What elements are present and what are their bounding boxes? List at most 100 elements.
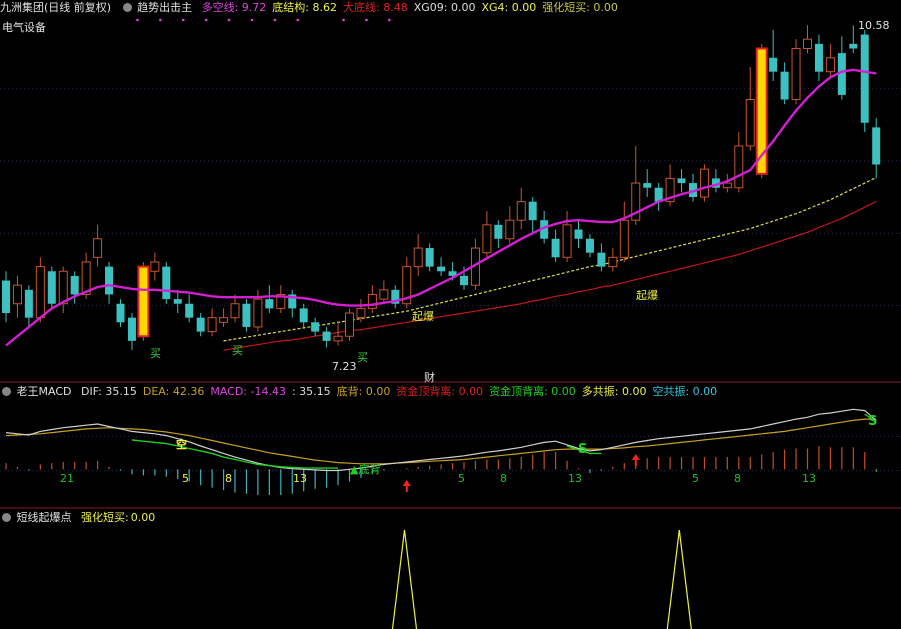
signal-dot bbox=[365, 18, 368, 22]
candle-up bbox=[58, 270, 68, 305]
signal-indicator-name[interactable]: 短线起爆点 bbox=[16, 511, 72, 524]
candle-down bbox=[689, 183, 697, 197]
signal-pane[interactable]: 短线起爆点 强化短买: 0.00 bbox=[0, 510, 901, 629]
red-arrow bbox=[631, 454, 640, 466]
high-price-label: 10.58 bbox=[858, 19, 890, 32]
low-price-label: 7.23 bbox=[332, 360, 357, 373]
macd-header: 老王MACD DIF: 35.15 DEA: 42.36 MACD: -14.43:… bbox=[0, 384, 729, 400]
candle-up bbox=[356, 307, 366, 319]
signal-chart[interactable] bbox=[0, 510, 901, 629]
candle-down bbox=[299, 308, 308, 323]
main-chart-pane[interactable]: 九洲集团(日线 前复权) 趋势出击主 多空线: 9.72 底结构: 8.62 大底线… bbox=[0, 0, 901, 384]
candle-down bbox=[185, 303, 194, 318]
candle-up bbox=[81, 261, 91, 295]
signal-dot bbox=[227, 18, 231, 22]
candle-down bbox=[265, 299, 274, 309]
candle-up bbox=[699, 168, 709, 198]
candle-down bbox=[24, 289, 33, 318]
candle-down bbox=[460, 275, 468, 286]
candle-down bbox=[116, 303, 125, 323]
signal-dot bbox=[273, 18, 277, 22]
candle-up bbox=[253, 298, 263, 328]
settings-icon[interactable] bbox=[2, 513, 11, 522]
settings-icon[interactable] bbox=[122, 3, 132, 12]
candle-down bbox=[425, 248, 434, 267]
candle-down bbox=[849, 43, 858, 49]
count-5a: 5 bbox=[182, 472, 189, 485]
signal-dot bbox=[250, 18, 254, 22]
candle-up bbox=[482, 224, 492, 254]
red-arrow bbox=[402, 480, 411, 492]
candle-down bbox=[814, 43, 823, 72]
macd-pane[interactable]: 老王MACD DIF: 35.15 DEA: 42.36 MACD: -14.43:… bbox=[0, 384, 901, 509]
stock-title[interactable]: 九洲集团(日线 前复权) bbox=[0, 1, 112, 14]
macd-chart[interactable] bbox=[0, 384, 901, 509]
buy-signal-2: 买 bbox=[232, 344, 243, 357]
candle-up bbox=[734, 145, 744, 189]
candle-down bbox=[585, 238, 594, 253]
kong-signal: 空 bbox=[176, 438, 187, 451]
count-8c: 8 bbox=[734, 472, 741, 485]
candle-up bbox=[665, 177, 675, 203]
candle-up bbox=[207, 317, 217, 333]
candle-up bbox=[505, 219, 515, 240]
candle-down bbox=[643, 183, 652, 188]
signal-dot bbox=[342, 18, 345, 22]
candle-down bbox=[860, 34, 869, 123]
macd-indicator-value-7: 多共振: 0.00 bbox=[581, 385, 647, 398]
candle-down bbox=[288, 294, 297, 309]
candle-up bbox=[276, 293, 286, 309]
signal-dot bbox=[296, 18, 300, 22]
settings-icon[interactable] bbox=[2, 387, 11, 396]
signal-dot bbox=[159, 18, 162, 22]
count-5b: 5 bbox=[458, 472, 465, 485]
candle-up bbox=[825, 57, 835, 73]
macd-indicator-value-5: 资金顶背离: 0.00 bbox=[396, 385, 484, 398]
fund-line bbox=[131, 413, 877, 469]
main-indicator-name[interactable]: 趋势出击主 bbox=[137, 1, 193, 14]
buy-signal-3: 买 bbox=[357, 351, 368, 364]
candle-down bbox=[311, 322, 320, 332]
candle-down bbox=[196, 317, 205, 332]
dibei-label: 底背 bbox=[358, 463, 381, 476]
highlight-candle bbox=[137, 265, 150, 338]
signal-indicator-label: 强化短买: bbox=[81, 511, 129, 524]
candle-down bbox=[711, 178, 720, 188]
main-indicator-value-2: 大底线: 8.48 bbox=[343, 1, 408, 14]
candle-down bbox=[391, 289, 400, 304]
candle-down bbox=[242, 303, 251, 327]
candle-down bbox=[769, 57, 778, 72]
candle-down bbox=[437, 266, 446, 272]
macd-indicator-value-8: 空共振: 0.00 bbox=[652, 385, 718, 398]
candle-down bbox=[528, 201, 537, 221]
signal-dot bbox=[136, 18, 139, 22]
macd-indicator-value-0: DIF: 35.15 bbox=[80, 385, 137, 398]
macd-indicator-value-4: 底背: 0.00 bbox=[336, 385, 391, 398]
signal-dot bbox=[388, 18, 391, 22]
candle-up bbox=[791, 47, 801, 101]
candle-up bbox=[379, 289, 389, 300]
pulse-line bbox=[391, 529, 418, 629]
signal-dot bbox=[204, 18, 208, 22]
candle-up bbox=[12, 284, 22, 305]
highlight-candle bbox=[755, 47, 768, 175]
candle-down bbox=[127, 317, 136, 341]
pulse-line bbox=[666, 529, 692, 629]
boom-signal-1: 起爆 bbox=[412, 310, 434, 323]
candle-down bbox=[551, 238, 560, 258]
main-indicator-values: 多空线: 9.72 底结构: 8.62 大底线: 8.48 XG09: 0.00 XG4… bbox=[202, 1, 624, 14]
candle-up bbox=[367, 293, 377, 309]
candle-up bbox=[402, 266, 412, 305]
count-13a: 13 bbox=[293, 472, 307, 485]
candlestick-chart[interactable] bbox=[0, 0, 901, 383]
candle-up bbox=[608, 256, 618, 268]
main-indicator-value-1: 底结构: 8.62 bbox=[272, 1, 337, 14]
candle-up bbox=[516, 201, 526, 221]
signal-indicator-value: 0.00 bbox=[130, 511, 156, 524]
count-13b: 13 bbox=[568, 472, 582, 485]
candle-down bbox=[837, 53, 846, 95]
candle-down bbox=[677, 178, 686, 184]
candle-down bbox=[780, 71, 789, 100]
macd-indicator-name[interactable]: 老王MACD bbox=[16, 385, 72, 398]
signal-header: 短线起爆点 强化短买: 0.00 bbox=[0, 510, 161, 526]
